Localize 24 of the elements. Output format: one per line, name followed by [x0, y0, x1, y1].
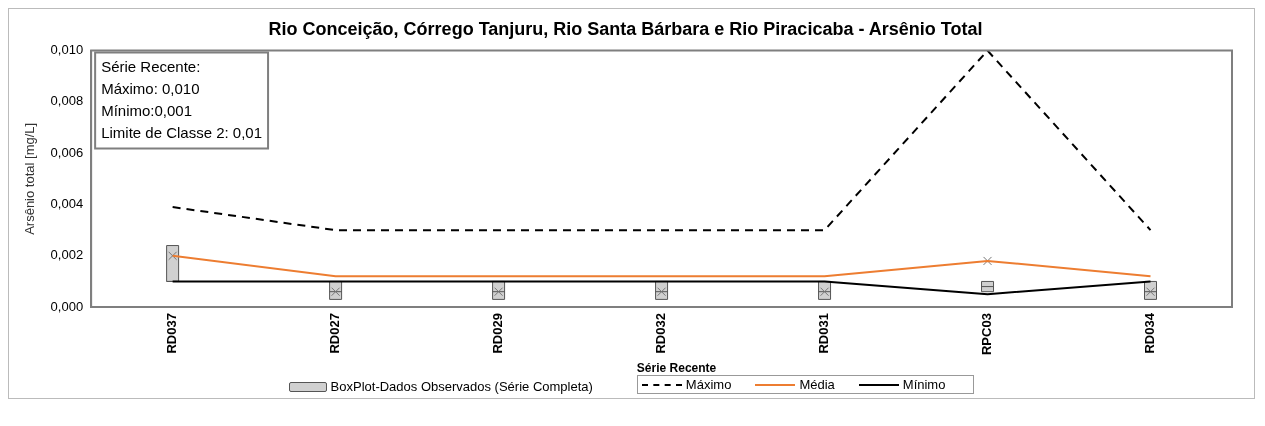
legend-title: Série Recente: [636, 361, 718, 375]
y-tick-label: 0,000: [50, 298, 84, 314]
legend-label: Mínimo: [902, 377, 946, 392]
x-tick-label: RD027: [327, 313, 343, 354]
x-tick-label: RD032: [653, 313, 669, 354]
x-tick-label: RD029: [490, 313, 506, 354]
annotation: Máximo: 0,010: [101, 79, 200, 97]
y-tick-label: 0,008: [50, 93, 84, 109]
y-tick-label: 0,006: [50, 144, 84, 160]
legend-label: BoxPlot-Dados Observados (Série Completa): [330, 379, 593, 394]
annotation: Mínimo:0,001: [101, 101, 193, 119]
x-tick-label: RD034: [1142, 312, 1158, 354]
y-axis-title: Arsênio total [mg/L]: [22, 122, 38, 235]
y-tick-label: 0,010: [50, 42, 84, 58]
x-tick-label: RD031: [816, 313, 832, 354]
annotation: Série Recente:: [101, 57, 201, 75]
legend-label: Média: [799, 377, 835, 392]
annotation: Limite de Classe 2: 0,01: [101, 123, 263, 141]
y-tick-label: 0,002: [50, 247, 84, 263]
legend-label: Máximo: [685, 377, 732, 392]
x-tick-label: RD037: [164, 313, 180, 354]
y-tick-label: 0,004: [50, 196, 84, 212]
chart-title: Rio Conceição, Córrego Tanjuru, Rio Santa Bárbara e Rio Piracicaba - Arsênio Total: [268, 18, 983, 39]
x-tick-label: RPC03: [979, 313, 995, 356]
